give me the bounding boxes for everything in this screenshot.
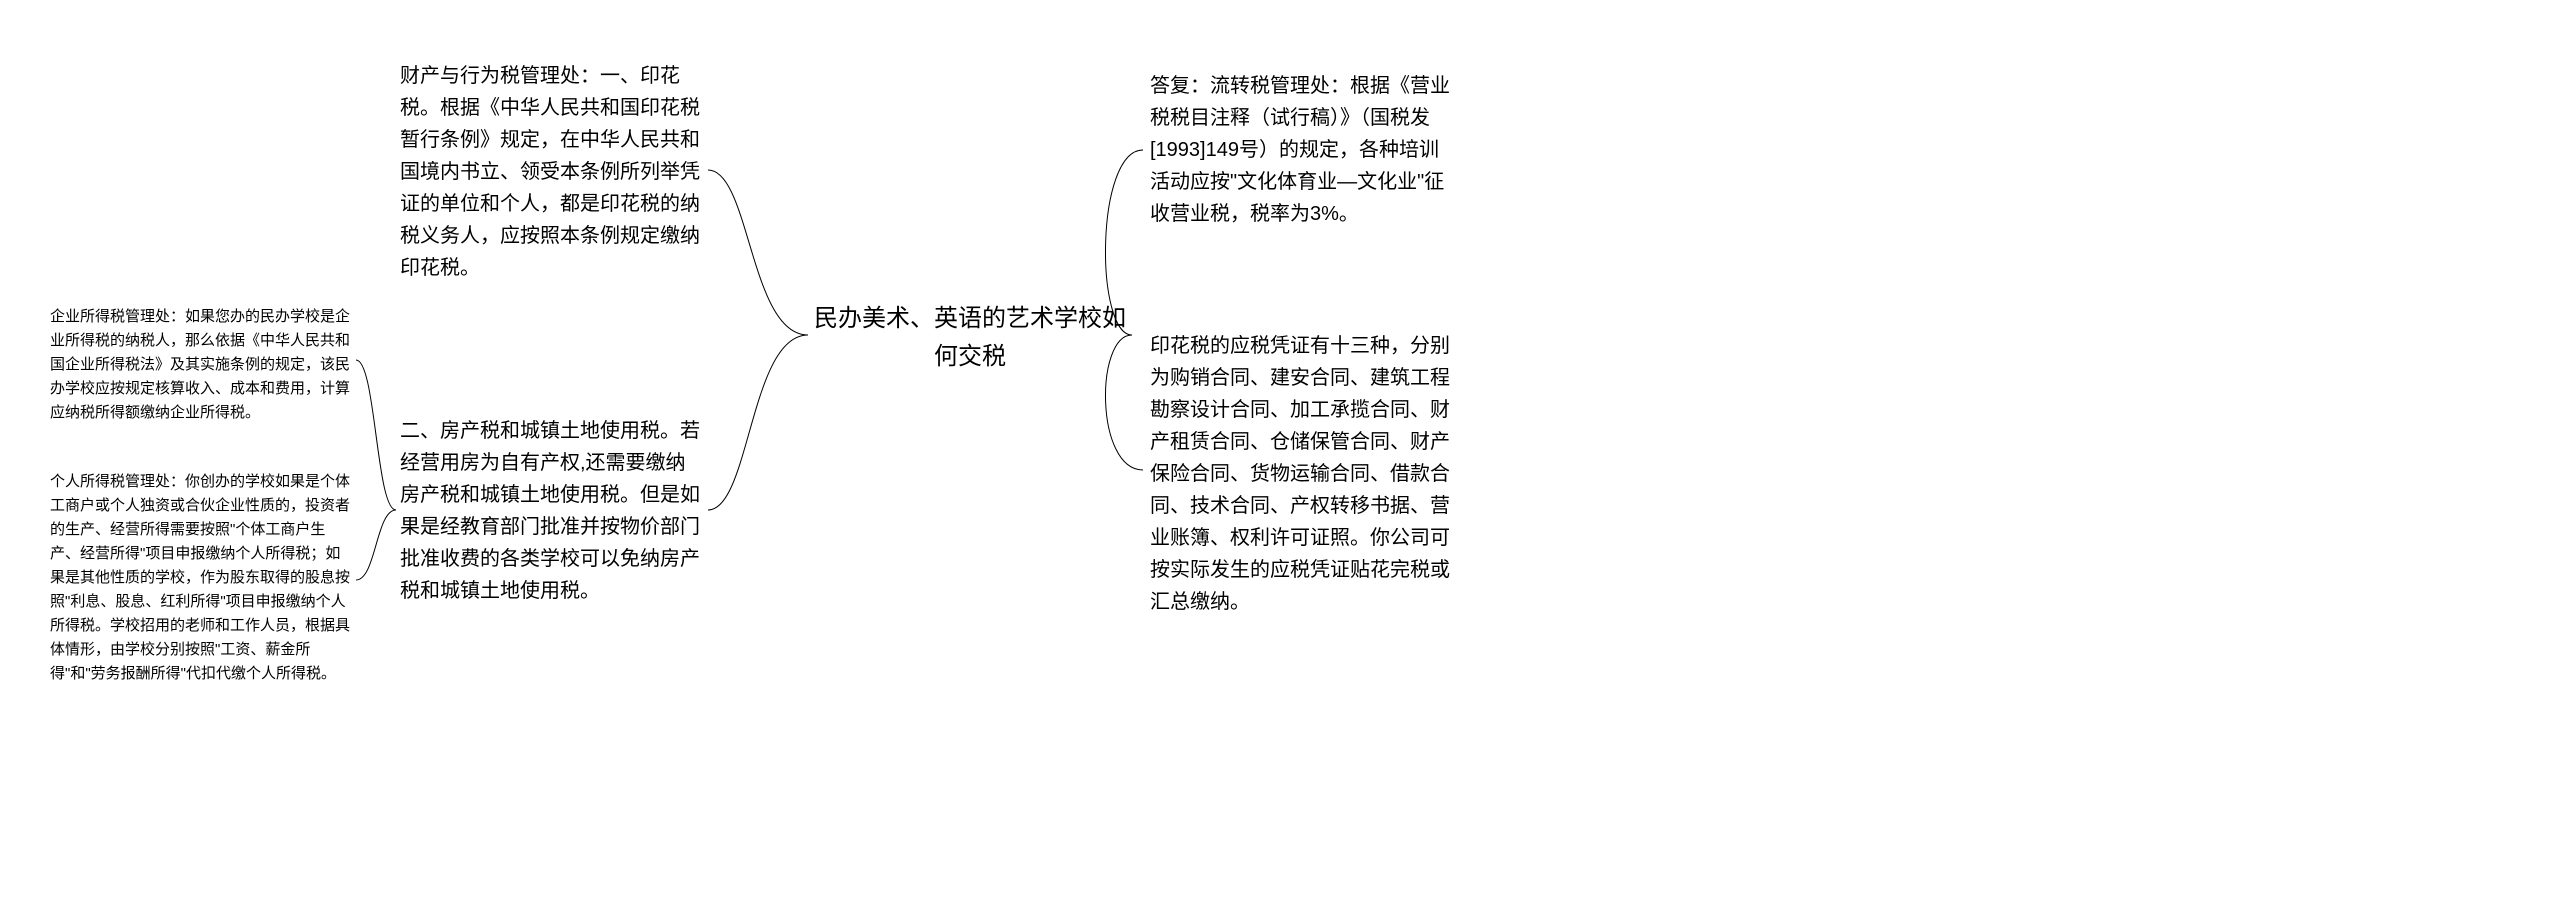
branch-real-estate-land-tax[interactable]: 二、房产税和城镇土地使用税。若经营用房为自有产权,还需要缴纳房产税和城镇土地使用…: [400, 415, 700, 607]
leaf-corporate-income-tax[interactable]: 企业所得税管理处：如果您办的民办学校是企业所得税的纳税人，那么依据《中华人民共和…: [50, 305, 350, 425]
connector: [708, 170, 808, 335]
branch-property-behavior-tax[interactable]: 财产与行为税管理处：一、印花税。根据《中华人民共和国印花税暂行条例》规定，在中华…: [400, 60, 700, 284]
center-topic[interactable]: 民办美术、英语的艺术学校如何交税: [810, 300, 1130, 377]
connector: [356, 360, 396, 510]
leaf-individual-income-tax[interactable]: 个人所得税管理处：你创办的学校如果是个体工商户或个人独资或合伙企业性质的，投资者…: [50, 470, 350, 686]
branch-stamp-duty-vouchers[interactable]: 印花税的应税凭证有十三种，分别为购销合同、建安合同、建筑工程勘察设计合同、加工承…: [1150, 330, 1450, 618]
connector: [356, 510, 396, 580]
branch-turnover-tax-reply[interactable]: 答复：流转税管理处：根据《营业税税目注释（试行稿）》（国税发[1993]149号…: [1150, 70, 1450, 230]
mindmap-canvas: 民办美术、英语的艺术学校如何交税 财产与行为税管理处：一、印花税。根据《中华人民…: [0, 0, 2560, 911]
connector: [708, 335, 808, 510]
